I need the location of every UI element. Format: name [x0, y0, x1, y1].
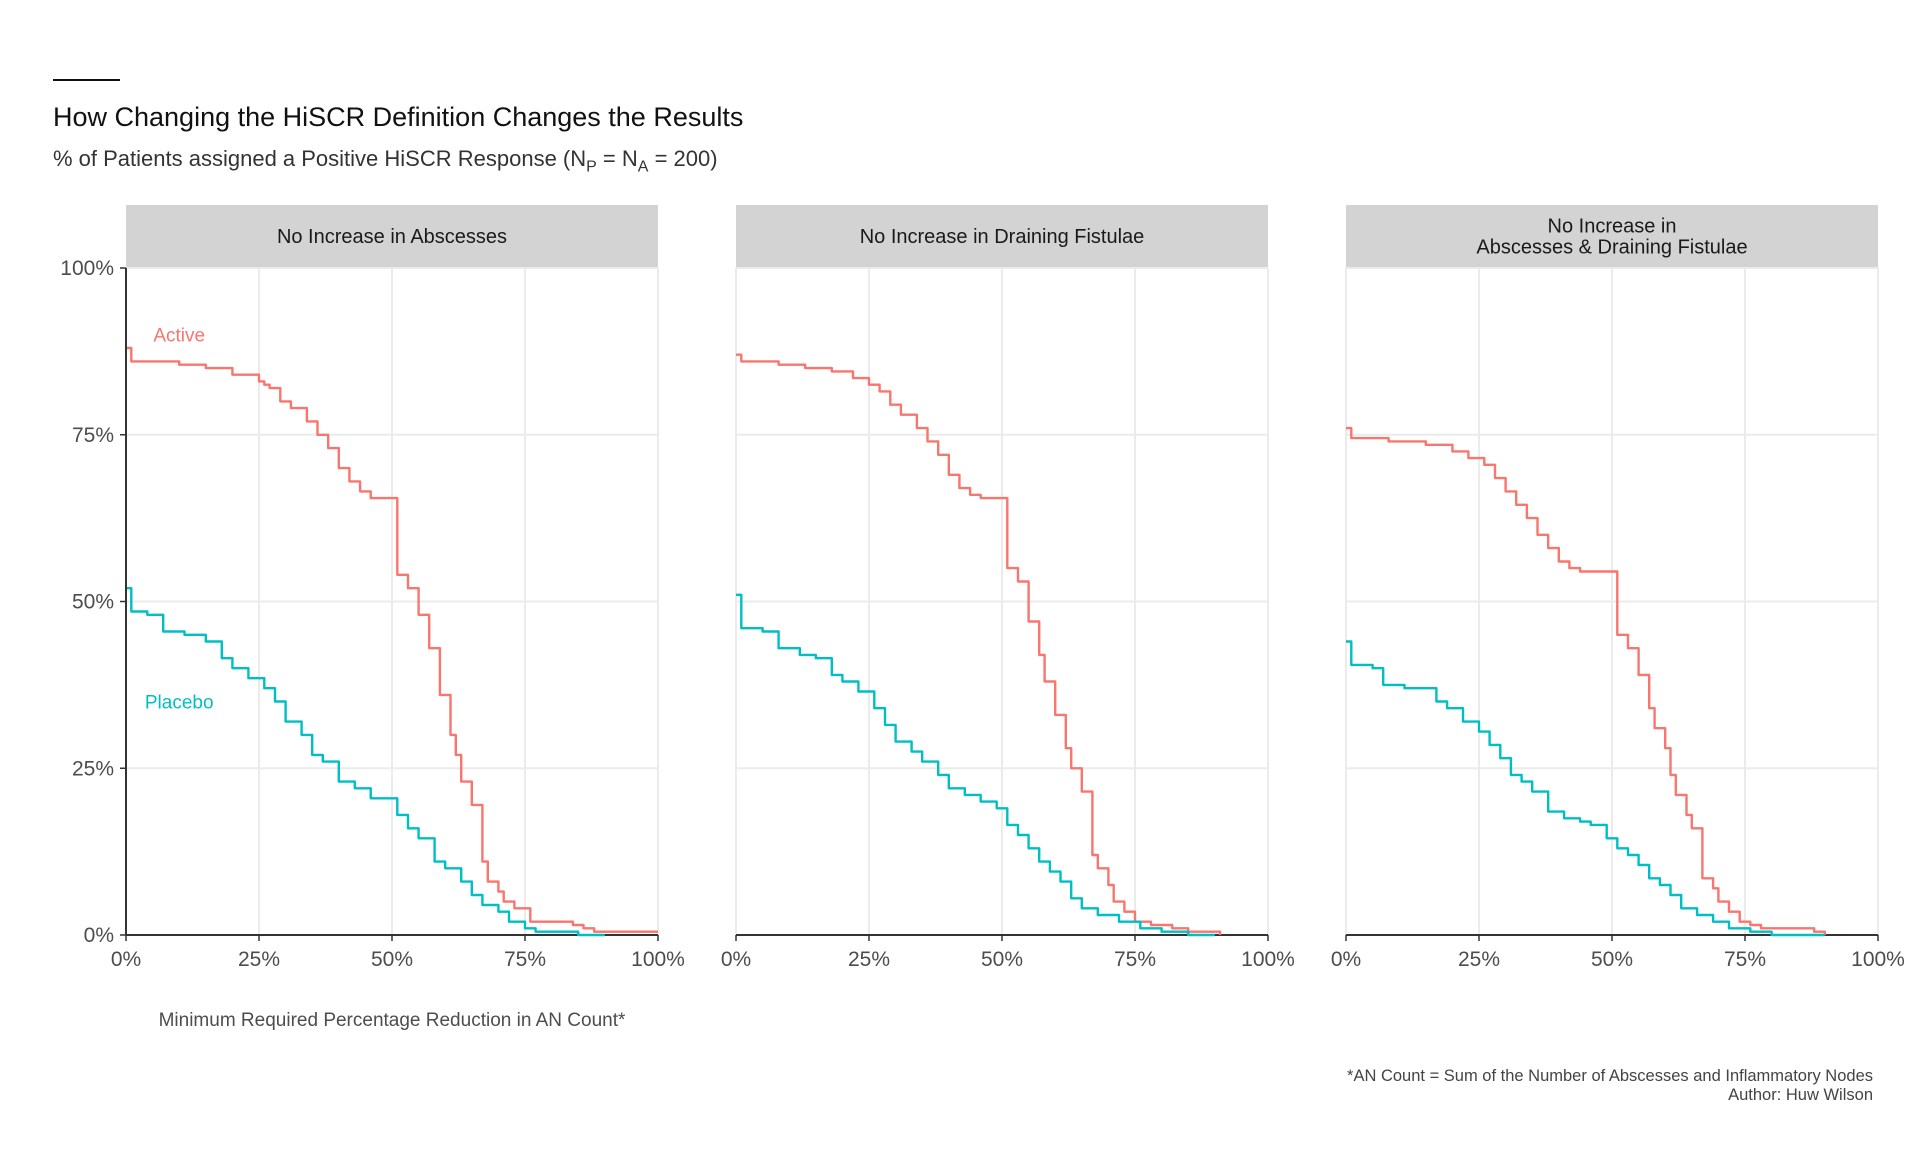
- panel-strip: [736, 205, 1268, 267]
- series-line-active: [126, 346, 658, 933]
- x-tick-label: 75%: [1724, 948, 1766, 971]
- title-rule: [53, 79, 120, 81]
- x-tick-label: 25%: [238, 948, 280, 971]
- y-tick-label: 25%: [72, 757, 114, 780]
- strip-label: No Increase in Draining Fistulae: [860, 226, 1145, 248]
- subtitle-prefix: % of Patients assigned a Positive HiSCR …: [53, 146, 587, 171]
- series-label-placebo: Placebo: [145, 693, 214, 714]
- series-label-active: Active: [153, 326, 205, 347]
- x-tick-label: 75%: [1114, 948, 1156, 971]
- caption: *AN Count = Sum of the Number of Abscess…: [1347, 1067, 1873, 1105]
- chart-title: How Changing the HiSCR Definition Change…: [53, 102, 744, 132]
- strip-label: No Increase in: [1548, 216, 1677, 238]
- y-tick-label: 75%: [72, 424, 114, 447]
- panel-strip: [126, 205, 658, 267]
- strip-label: No Increase in Abscesses: [277, 226, 507, 248]
- x-tick-label: 75%: [504, 948, 546, 971]
- y-tick-label: 100%: [60, 257, 114, 280]
- y-tick-label: 50%: [72, 591, 114, 614]
- x-tick-label: 0%: [1331, 948, 1361, 971]
- chart-subtitle: % of Patients assigned a Positive HiSCR …: [53, 146, 718, 176]
- strip-label: Abscesses & Draining Fistulae: [1476, 237, 1747, 259]
- x-tick-label: 100%: [631, 948, 685, 971]
- caption-author: Author: Huw Wilson: [1728, 1086, 1873, 1104]
- x-tick-label: 0%: [721, 948, 751, 971]
- series-line-active: [1346, 426, 1826, 935]
- x-tick-label: 0%: [111, 948, 141, 971]
- x-tick-label: 50%: [1591, 948, 1633, 971]
- x-tick-label: 50%: [371, 948, 413, 971]
- x-axis-title: Minimum Required Percentage Reduction in…: [159, 1010, 626, 1031]
- x-tick-label: 100%: [1241, 948, 1295, 971]
- panel-1: No Increase in Abscesses 0% 25% 50% 75% 100%: [111, 205, 685, 971]
- series-line-placebo: [736, 593, 1215, 937]
- panel-strip: [1346, 205, 1878, 267]
- series-line-active: [736, 353, 1222, 935]
- x-tick-label: 25%: [848, 948, 890, 971]
- x-tick-label: 50%: [981, 948, 1023, 971]
- subtitle-suffix: = 200): [648, 146, 718, 171]
- x-tick-label: 25%: [1458, 948, 1500, 971]
- panel-2: No Increase in Draining Fistulae 0% 25% 50%…: [721, 205, 1295, 971]
- series-line-placebo: [126, 587, 605, 937]
- subtitle-sub-p: P: [586, 158, 597, 176]
- subtitle-mid: = N: [596, 146, 638, 171]
- caption-note: *AN Count = Sum of the Number of Abscess…: [1347, 1067, 1873, 1085]
- x-tick-label: 100%: [1851, 948, 1905, 971]
- y-tick-label: 0%: [84, 924, 114, 947]
- subtitle-sub-a: A: [637, 158, 649, 176]
- series-line-placebo: [1346, 640, 1825, 937]
